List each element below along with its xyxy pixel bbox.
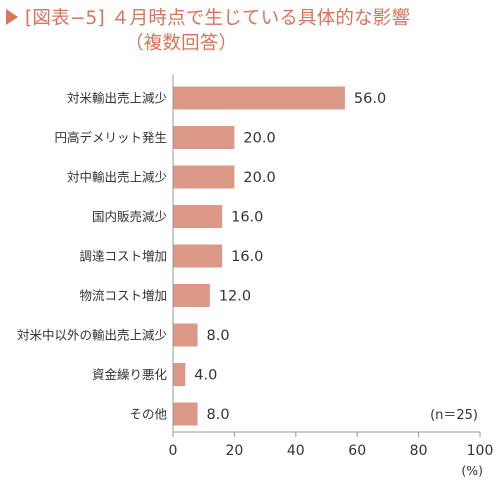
chart-title-text: [図表−5] ４月時点で生じている具体的な影響 xyxy=(25,8,411,29)
x-tick-label-1: 20 xyxy=(225,443,243,459)
x-tick-label-4: 80 xyxy=(410,443,428,459)
value-label-2: 20.0 xyxy=(243,170,275,186)
bar-1 xyxy=(173,126,235,149)
sample-size-note: (n＝25) xyxy=(430,408,478,423)
category-label-1: 円高デメリット発生 xyxy=(54,130,167,145)
category-label-8: その他 xyxy=(129,407,167,422)
category-label-6: 対米中以外の輸出売上減少 xyxy=(17,328,167,343)
category-label-0: 対米輸出売上減少 xyxy=(67,91,167,106)
x-tick-label-5: 100 xyxy=(467,443,494,459)
value-label-8: 8.0 xyxy=(207,407,230,423)
category-label-2: 対中輸出売上減少 xyxy=(67,170,167,185)
chart-subtitle: （複数回答） xyxy=(125,33,238,54)
category-label-3: 国内販売減少 xyxy=(92,209,167,224)
x-tick-label-0: 0 xyxy=(169,443,178,459)
bars-layer xyxy=(173,86,345,426)
category-label-4: 調達コスト増加 xyxy=(79,249,167,264)
x-unit-label: (%) xyxy=(461,463,483,478)
category-label-5: 物流コスト増加 xyxy=(79,288,167,303)
x-tick-label-3: 60 xyxy=(348,443,366,459)
bar-7 xyxy=(173,363,186,386)
value-label-1: 20.0 xyxy=(243,131,275,147)
title-marker-icon xyxy=(6,9,18,25)
value-label-7: 4.0 xyxy=(194,368,217,384)
bar-8 xyxy=(173,402,198,426)
bar-4 xyxy=(173,244,223,268)
bar-5 xyxy=(173,284,210,307)
x-tick-label-2: 40 xyxy=(287,443,305,459)
bar-3 xyxy=(173,205,223,228)
value-label-0: 56.0 xyxy=(354,91,386,107)
bar-6 xyxy=(173,323,198,347)
chart-title: [図表−5] ４月時点で生じている具体的な影響 xyxy=(0,4,410,30)
bar-2 xyxy=(173,165,235,189)
category-label-7: 資金繰り悪化 xyxy=(92,367,168,382)
x-axis: 0 20 40 60 80 100 (%) xyxy=(169,74,494,478)
value-label-4: 16.0 xyxy=(231,249,263,265)
value-label-6: 8.0 xyxy=(207,328,230,344)
labels-layer: 対米輸出売上減少 56.0 円高デメリット発生 20.0 対中輸出売上減少 20.0 国内販… xyxy=(17,91,478,424)
value-label-5: 12.0 xyxy=(219,289,251,305)
bar-0 xyxy=(173,86,345,110)
value-label-3: 16.0 xyxy=(231,210,263,226)
